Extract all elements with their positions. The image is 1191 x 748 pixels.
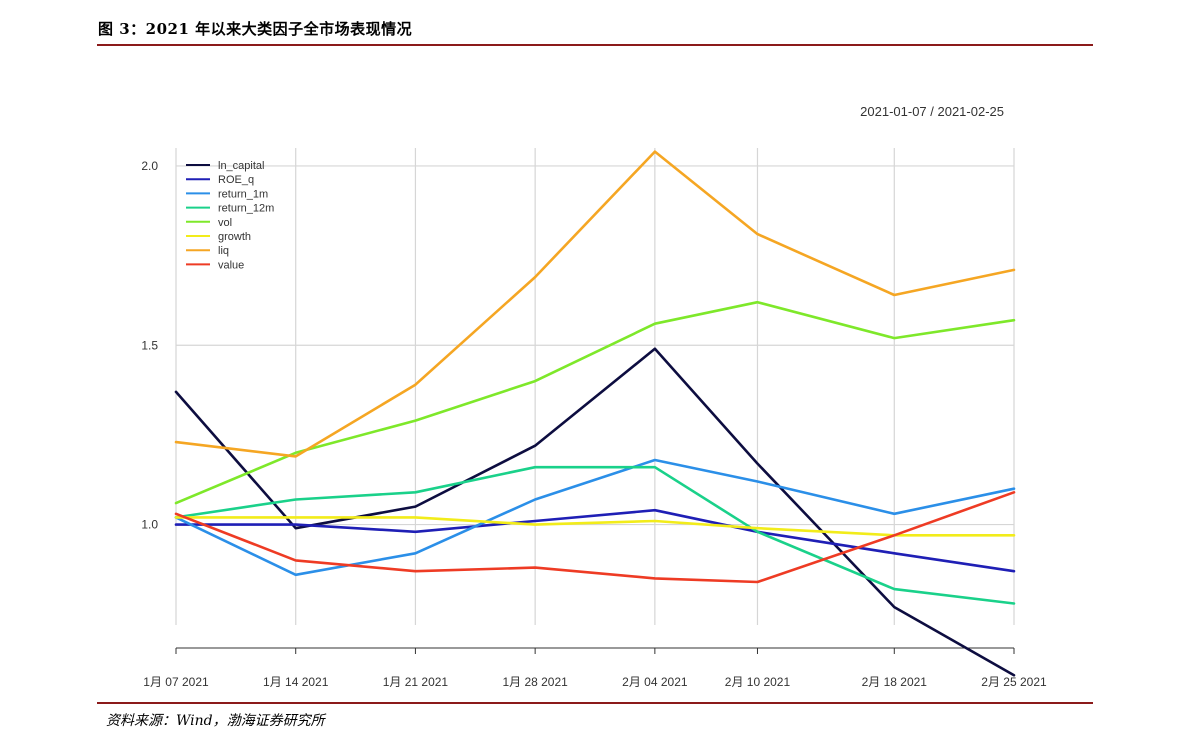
series-line-vol — [174, 300, 1016, 505]
series-lines — [174, 150, 1016, 677]
legend-label-vol: vol — [218, 217, 232, 229]
y-tick-label: 1.5 — [141, 338, 158, 352]
x-tick-label: 1月 28 2021 — [502, 675, 568, 689]
legend-label-return_1m: return_1m — [218, 188, 268, 200]
x-tick-label: 2月 18 2021 — [862, 675, 928, 689]
legend-label-return_12m: return_12m — [218, 203, 274, 215]
x-tick-label: 1月 14 2021 — [263, 675, 329, 689]
legend-label-ln_capital: ln_capital — [218, 160, 264, 172]
figure-title: 图 3：2021 年以来大类因子全市场表现情况 — [98, 20, 413, 38]
source-note: 资料来源：Wind，渤海证券研究所 — [106, 713, 325, 729]
x-axis: 1月 07 2021 1月 14 2021 1月 21 2021 1月 28 2021… — [143, 647, 1047, 689]
x-tick-label: 1月 07 2021 — [143, 675, 209, 689]
series-line-return_12m — [174, 465, 1016, 605]
top-rule — [97, 44, 1093, 46]
x-tick-label: 2月 25 2021 — [981, 675, 1047, 689]
legend-label-growth: growth — [218, 231, 251, 243]
x-tick-label: 2月 10 2021 — [725, 675, 791, 689]
series-line-return_1m — [174, 458, 1016, 577]
x-tick-label: 2月 04 2021 — [622, 675, 688, 689]
legend-label-value: value — [218, 259, 244, 271]
series-line-liq — [174, 150, 1016, 458]
legend-label-liq: liq — [218, 245, 229, 257]
legend-label-ROE_q: ROE_q — [218, 174, 254, 186]
series-line-value — [174, 490, 1016, 584]
y-tick-label: 1.0 — [141, 518, 158, 532]
x-tick-label: 1月 21 2021 — [383, 675, 449, 689]
y-axis: 1.0 1.5 2.0 — [141, 159, 158, 532]
y-tick-label: 2.0 — [141, 159, 158, 173]
bottom-rule — [97, 702, 1093, 704]
series-line-growth — [174, 516, 1016, 537]
series-line-ROE_q — [174, 508, 1016, 573]
date-range-label: 2021-01-07 / 2021-02-25 — [860, 104, 1004, 119]
